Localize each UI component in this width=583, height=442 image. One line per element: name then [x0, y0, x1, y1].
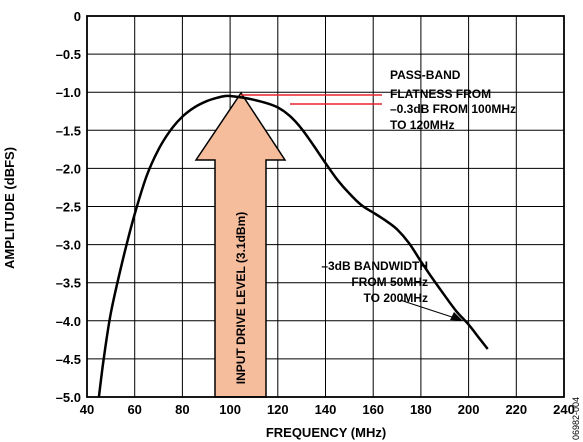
grid	[87, 16, 564, 397]
y-axis-title: AMPLITUDE (dBFS)	[2, 147, 17, 269]
x-tick-label: 40	[80, 402, 94, 417]
bandwidth-pointer-line	[399, 299, 456, 319]
x-tick-label: 140	[315, 402, 337, 417]
x-tick-label: 120	[267, 402, 289, 417]
series-line	[97, 94, 489, 398]
x-tick-label: 200	[458, 402, 480, 417]
bandwidth-pointer-arrowhead	[450, 312, 463, 321]
x-tick-label: 220	[505, 402, 527, 417]
x-tick-label: 160	[362, 402, 384, 417]
bandwidth-annotation-line-3: TO 200MHz	[364, 291, 428, 305]
passband-annotation-line-2: FLATNESS FROM	[390, 87, 491, 101]
x-axis-title: FREQUENCY (MHz)	[266, 425, 386, 440]
passband-annotation-line-4: TO 120MHz	[390, 118, 454, 132]
y-tick-label: 0	[74, 9, 81, 24]
passband-annotation-line-3: –0.3dB FROM 100MHz	[390, 102, 516, 116]
y-tick-label: –4.0	[56, 314, 81, 329]
input-drive-label: INPUT DRIVE LEVEL (3.1dBm)	[234, 212, 248, 384]
x-tick-labels: 40 60 80 100 120 140 160 180 200 220 240	[80, 402, 575, 417]
y-tick-label: –1.5	[56, 123, 81, 138]
y-tick-label: –3.0	[56, 238, 81, 253]
bandwidth-annotation-line-2: FROM 50MHz	[351, 275, 428, 289]
y-tick-labels: 0 –0.5 –1.0 –1.5 –2.0 –2.5 –3.0 –3.5 –4.0 –4.5 –5.…	[56, 9, 81, 405]
figure-id: 06982-004	[571, 397, 581, 440]
y-tick-label: –2.5	[56, 200, 81, 215]
x-tick-label: 60	[127, 402, 141, 417]
x-tick-label: 240	[553, 402, 575, 417]
y-tick-label: –4.5	[56, 352, 81, 367]
passband-annotation-line-1: PASS-BAND	[390, 68, 461, 82]
plot-frame	[86, 15, 565, 398]
x-tick-label: 180	[410, 402, 432, 417]
x-tick-label: 80	[175, 402, 189, 417]
y-tick-label: –5.0	[56, 390, 81, 405]
y-tick-label: –0.5	[56, 47, 81, 62]
y-tick-label: –2.0	[56, 161, 81, 176]
x-tick-label: 100	[219, 402, 241, 417]
y-tick-label: –1.0	[56, 85, 81, 100]
y-tick-label: –3.5	[56, 276, 81, 291]
input-drive-arrow	[194, 91, 287, 398]
bandwidth-annotation-line-1: –3dB BANDWIDTH	[321, 259, 428, 273]
